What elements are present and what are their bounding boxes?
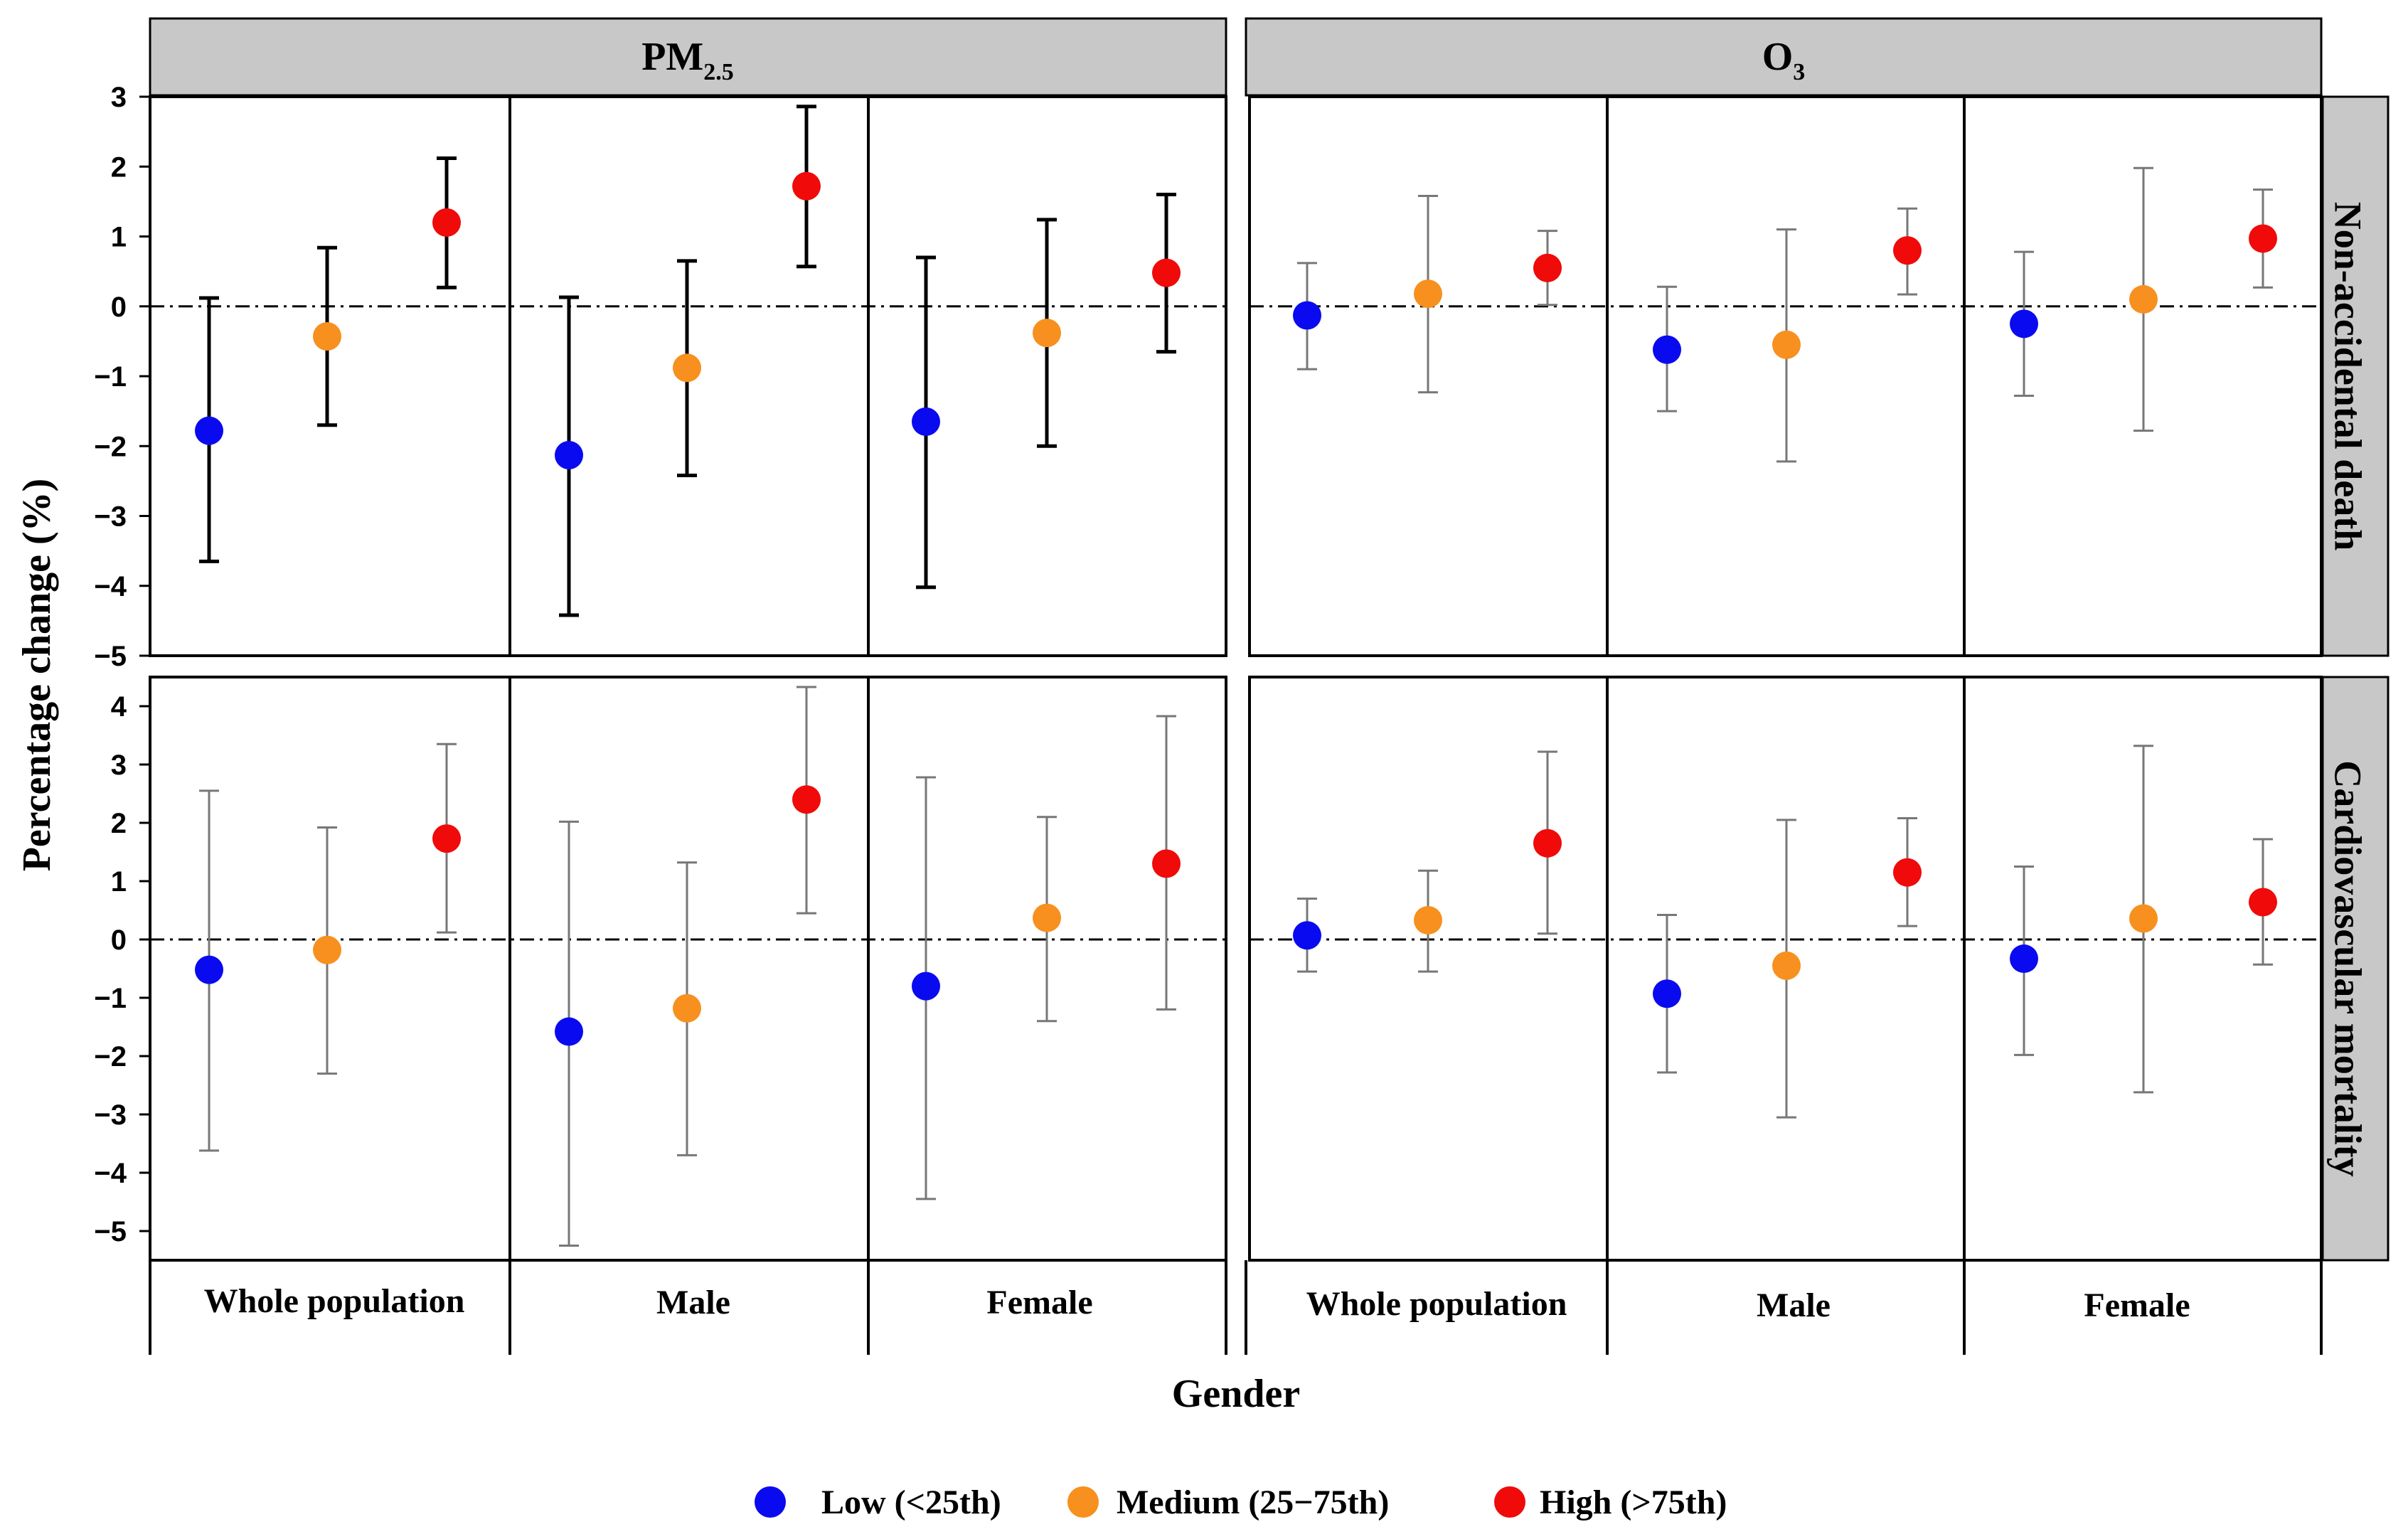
panels: 3 2 1 0 −1 −2 −3 −4 −5 4 3 2 1 0 −1 −2 −3 −4 −5 — [94, 82, 2323, 1262]
point-o3-nad-g1-s0 — [1653, 335, 1681, 364]
legend-marker-high — [1494, 1486, 1525, 1518]
x-axis-title: Gender — [1172, 1372, 1300, 1416]
point-o3-cvd-g0-s0 — [1293, 921, 1321, 950]
point-pm25-cvd-g0-s1 — [313, 935, 341, 964]
point-pm25-nad-g0-s0 — [195, 416, 223, 445]
panel-frame-o3-nad — [1248, 95, 2323, 657]
strip-o3-main: O — [1762, 35, 1794, 79]
point-o3-nad-g2-s2 — [2249, 224, 2277, 253]
x-cat-pm25-whole: Whole population — [204, 1282, 465, 1320]
point-pm25-nad-g1-s2 — [792, 171, 821, 201]
point-o3-cvd-g1-s0 — [1653, 979, 1681, 1008]
legend-marker-low — [755, 1486, 786, 1518]
point-pm25-nad-g0-s1 — [313, 321, 341, 351]
y-tick-label-cvd-0: 4 — [111, 691, 127, 723]
legend-label-high: High (>75th) — [1540, 1484, 1727, 1521]
point-pm25-nad-g2-s0 — [912, 407, 940, 436]
strip-o3-sub: 3 — [1793, 59, 1805, 85]
point-pm25-cvd-g1-s2 — [792, 785, 821, 814]
panel-frame-pm25-cvd — [149, 676, 1227, 1262]
point-o3-nad-g0-s2 — [1533, 253, 1562, 282]
strip-pm25-main: PM — [641, 35, 703, 79]
point-o3-cvd-g2-s1 — [2129, 904, 2158, 933]
strip-cvd-label: Cardiovascular mortality — [2327, 760, 2370, 1176]
y-tick-label-nad-5: −2 — [94, 431, 127, 462]
point-pm25-nad-g2-s1 — [1033, 319, 1061, 348]
strip-cvd — [2321, 676, 2390, 1262]
y-tick-label-cvd-6: −2 — [94, 1041, 127, 1072]
x-cat-o3-male: Male — [1757, 1287, 1831, 1324]
legend: Low (<25th) Medium (25−75th) High (>75th… — [755, 1484, 1727, 1521]
point-o3-nad-g0-s0 — [1293, 301, 1321, 330]
y-tick-label-cvd-9: −5 — [94, 1216, 127, 1247]
y-tick-label-cvd-4: 0 — [111, 925, 127, 956]
point-o3-nad-g1-s1 — [1772, 330, 1801, 359]
point-o3-cvd-g2-s0 — [2010, 944, 2038, 974]
point-o3-cvd-g1-s1 — [1772, 951, 1801, 980]
point-o3-nad-g2-s1 — [2129, 284, 2158, 314]
strip-o3 — [1245, 17, 2323, 97]
y-tick-label-cvd-2: 2 — [111, 808, 127, 839]
point-o3-cvd-g1-s2 — [1893, 858, 1922, 887]
point-pm25-cvd-g2-s2 — [1152, 849, 1181, 878]
x-category-strip — [149, 1260, 2323, 1355]
strip-pm25-label: PM2.5 — [641, 35, 734, 85]
point-o3-cvd-g0-s1 — [1414, 905, 1442, 934]
strip-o3-label: O3 — [1762, 35, 1806, 85]
y-tick-label-nad-4: −1 — [94, 361, 127, 393]
point-o3-cvd-g2-s2 — [2249, 888, 2277, 917]
x-cat-pm25-male: Male — [656, 1284, 730, 1321]
y-tick-label-nad-8: −5 — [94, 641, 127, 672]
legend-label-low: Low (<25th) — [821, 1484, 1001, 1521]
point-pm25-nad-g0-s2 — [432, 208, 461, 237]
strip-nad — [2321, 95, 2390, 657]
y-tick-label-cvd-3: 1 — [111, 866, 127, 898]
y-tick-label-cvd-7: −3 — [94, 1099, 127, 1131]
strip-pm25-sub: 2.5 — [703, 59, 734, 85]
legend-label-medium: Medium (25−75th) — [1117, 1484, 1389, 1521]
x-cat-o3-whole: Whole population — [1306, 1285, 1567, 1323]
point-pm25-nad-g1-s1 — [673, 353, 701, 383]
x-cat-pm25-female: Female — [986, 1284, 1092, 1321]
x-cat-o3-female: Female — [2084, 1287, 2190, 1324]
panel-frame-o3-cvd — [1248, 676, 2323, 1262]
point-o3-cvd-g0-s2 — [1533, 829, 1562, 858]
point-pm25-nad-g2-s2 — [1152, 258, 1181, 287]
point-pm25-cvd-g0-s0 — [195, 955, 223, 984]
y-tick-label-nad-0: 3 — [111, 82, 127, 113]
point-pm25-cvd-g2-s0 — [912, 971, 940, 1001]
y-tick-label-nad-7: −4 — [94, 571, 127, 602]
point-pm25-cvd-g1-s0 — [555, 1017, 583, 1046]
strip-nad-label: Non-accidental death — [2327, 202, 2370, 550]
y-tick-label-cvd-8: −4 — [94, 1158, 127, 1189]
point-o3-nad-g2-s0 — [2010, 309, 2038, 339]
y-tick-label-nad-6: −3 — [94, 501, 127, 533]
strip-pm25 — [149, 17, 1227, 97]
y-tick-label-cvd-5: −1 — [94, 983, 127, 1014]
point-o3-nad-g1-s2 — [1893, 236, 1922, 265]
y-tick-label-nad-3: 0 — [111, 292, 127, 323]
point-pm25-cvd-g2-s1 — [1033, 903, 1061, 932]
y-axis-title: Percentage change (%) — [15, 479, 59, 872]
y-tick-label-cvd-1: 3 — [111, 750, 127, 781]
point-pm25-cvd-g1-s1 — [673, 994, 701, 1023]
point-o3-nad-g0-s1 — [1414, 279, 1442, 309]
y-tick-label-nad-1: 2 — [111, 151, 127, 183]
point-pm25-cvd-g0-s2 — [432, 824, 461, 853]
y-tick-label-nad-2: 1 — [111, 222, 127, 253]
legend-marker-medium — [1067, 1486, 1099, 1518]
point-pm25-nad-g1-s0 — [555, 441, 583, 470]
